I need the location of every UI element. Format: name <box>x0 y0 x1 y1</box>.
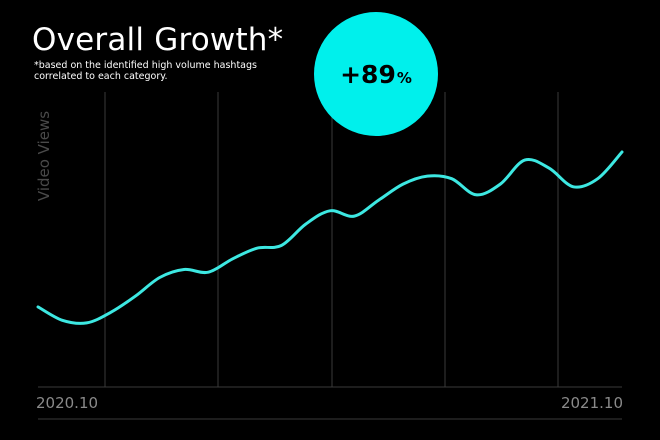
chart-title: Overall Growth* <box>32 22 284 58</box>
growth-value: +89 <box>340 59 396 89</box>
chart-subtitle: *based on the identified high volume has… <box>34 60 257 82</box>
growth-badge: +89% <box>314 12 438 136</box>
video-views-line <box>36 150 624 325</box>
x-tick-label-start: 2020.10 <box>36 394 99 412</box>
x-tick-label-end: 2021.10 <box>560 394 623 412</box>
growth-unit: % <box>396 68 412 87</box>
growth-badge-text: +89% <box>340 60 412 89</box>
vertical-gridlines <box>104 92 559 387</box>
y-axis-label: Video Views <box>35 110 53 202</box>
